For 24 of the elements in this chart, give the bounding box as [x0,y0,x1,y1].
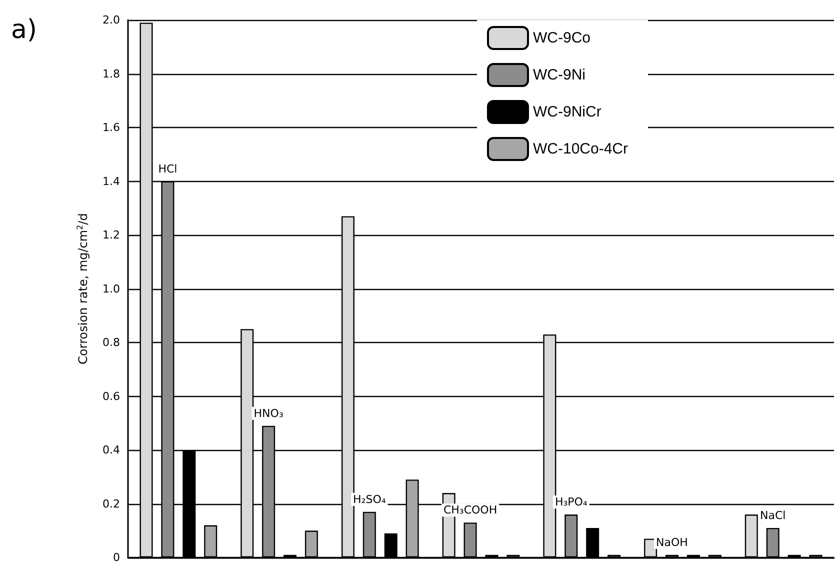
y-tick-label: 1.4 [102,174,120,188]
legend-label: WC-10Co-4Cr [532,140,628,158]
y-tick-label: 1.2 [102,228,120,242]
y-tick-label: 0.4 [102,444,120,456]
x-tick-label: NaCl [760,508,786,522]
y-tick-label: 1.0 [102,282,120,296]
y-tick-label: 1.6 [102,121,120,134]
legend-label: WC-9NiCr [532,104,602,120]
y-tick-label: 0 [113,551,120,563]
text: a) [11,15,38,45]
y-tick-label: 0.8 [102,336,120,349]
y-tick-label: 1.8 [102,67,120,80]
x-tick-label: H₂SO₄ [353,492,386,506]
x-tick-label: CH₃COOH [443,504,498,517]
legend-label: WC-9Ni [532,66,586,84]
x-tick-label: H₃PO₄ [554,496,588,508]
y-tick-label: 2.0 [102,14,120,26]
y-axis-title: Corrosion rate, mg/cm2/d [76,213,90,364]
x-tick-label: NaOH [656,536,688,549]
x-tick-label: HCl [158,162,178,176]
x-tick-label: HNO₃ [254,406,284,420]
y-tick-label: 0.6 [102,390,120,403]
legend-label: WC-9Co [532,30,591,46]
y-tick-label: 0.2 [102,497,120,510]
